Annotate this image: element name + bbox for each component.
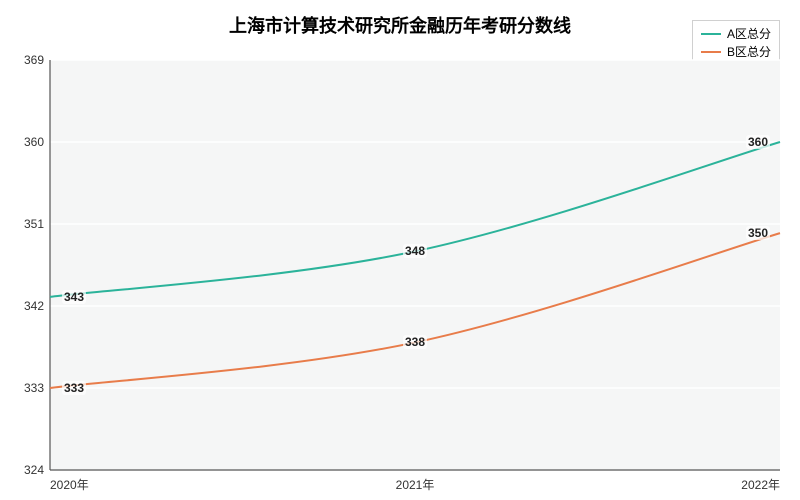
plot-area: 3243333423513603692020年2021年2022年3433483… <box>50 60 780 470</box>
legend-label-a: A区总分 <box>727 25 771 43</box>
plot-svg <box>50 60 780 470</box>
data-label: 348 <box>403 244 427 258</box>
legend-swatch-b <box>701 51 721 53</box>
data-label: 350 <box>746 226 770 240</box>
data-label: 338 <box>403 335 427 349</box>
series-line-a <box>50 142 780 297</box>
y-tick-label: 342 <box>24 299 50 313</box>
y-tick-label: 351 <box>24 217 50 231</box>
legend-label-b: B区总分 <box>727 43 771 61</box>
data-label: 360 <box>746 135 770 149</box>
y-tick-label: 333 <box>24 381 50 395</box>
x-tick-label: 2022年 <box>741 470 780 493</box>
x-tick-label: 2020年 <box>50 470 89 493</box>
data-label: 343 <box>62 290 86 304</box>
chart-container: 上海市计算技术研究所金融历年考研分数线 A区总分 B区总分 324 333 342 3… <box>0 0 800 500</box>
y-tick-label: 360 <box>24 135 50 149</box>
legend-item-b: B区总分 <box>701 43 771 61</box>
data-label: 333 <box>62 381 86 395</box>
legend-item-a: A区总分 <box>701 25 771 43</box>
y-tick-label: 369 <box>24 53 50 67</box>
y-tick-label: 324 <box>24 463 50 477</box>
x-tick-label: 2021年 <box>396 470 435 493</box>
legend-swatch-a <box>701 33 721 35</box>
chart-title: 上海市计算技术研究所金融历年考研分数线 <box>0 12 800 38</box>
